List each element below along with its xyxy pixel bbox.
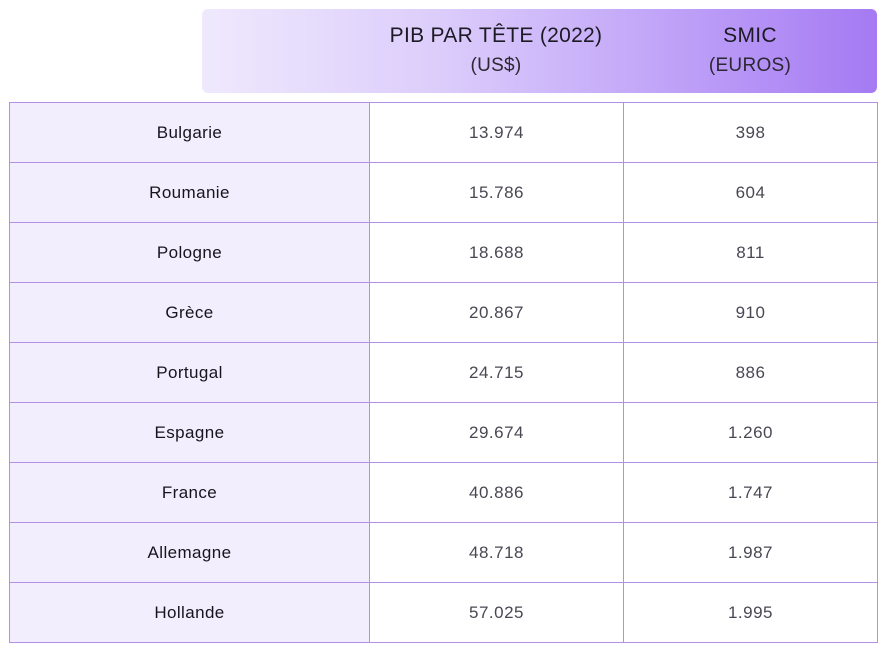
header-smic-title: SMIC <box>723 24 777 47</box>
table-row: Hollande 57.025 1.995 <box>9 582 878 643</box>
country-cell: France <box>9 462 370 523</box>
header-gdp-per-capita: PIB PAR TÊTE (2022) (US$) <box>369 9 623 93</box>
table-row: Espagne 29.674 1.260 <box>9 402 878 463</box>
table-row: Grèce 20.867 910 <box>9 282 878 343</box>
country-cell: Hollande <box>9 582 370 643</box>
smic-cell: 398 <box>623 102 878 163</box>
smic-cell: 1.987 <box>623 522 878 583</box>
header-smic: SMIC (EUROS) <box>623 9 877 93</box>
country-cell: Bulgarie <box>9 102 370 163</box>
smic-cell: 1.747 <box>623 462 878 523</box>
gdp-cell: 40.886 <box>369 462 624 523</box>
smic-cell: 886 <box>623 342 878 403</box>
table-row: Roumanie 15.786 604 <box>9 162 878 223</box>
table-header: PIB PAR TÊTE (2022) (US$) SMIC (EUROS) <box>202 9 877 93</box>
header-smic-unit: (EUROS) <box>708 55 792 76</box>
country-cell: Grèce <box>9 282 370 343</box>
table-row: Pologne 18.688 811 <box>9 222 878 283</box>
table-row: Portugal 24.715 886 <box>9 342 878 403</box>
gdp-cell: 29.674 <box>369 402 624 463</box>
gdp-cell: 48.718 <box>369 522 624 583</box>
country-cell: Allemagne <box>9 522 370 583</box>
smic-cell: 604 <box>623 162 878 223</box>
country-cell: Roumanie <box>9 162 370 223</box>
smic-cell: 1.260 <box>623 402 878 463</box>
gdp-cell: 24.715 <box>369 342 624 403</box>
smic-cell: 1.995 <box>623 582 878 643</box>
table-row: Allemagne 48.718 1.987 <box>9 522 878 583</box>
smic-cell: 811 <box>623 222 878 283</box>
country-cell: Portugal <box>9 342 370 403</box>
gdp-cell: 13.974 <box>369 102 624 163</box>
gdp-cell: 18.688 <box>369 222 624 283</box>
country-cell: Pologne <box>9 222 370 283</box>
country-cell: Espagne <box>9 402 370 463</box>
gdp-cell: 57.025 <box>369 582 624 643</box>
smic-cell: 910 <box>623 282 878 343</box>
data-table: Bulgarie 13.974 398 Roumanie 15.786 604 … <box>9 102 878 643</box>
gdp-cell: 20.867 <box>369 282 624 343</box>
header-gdp-title: PIB PAR TÊTE (2022) <box>389 24 603 47</box>
gdp-cell: 15.786 <box>369 162 624 223</box>
table-row: Bulgarie 13.974 398 <box>9 102 878 163</box>
table-row: France 40.886 1.747 <box>9 462 878 523</box>
header-gdp-unit: (US$) <box>470 55 522 76</box>
